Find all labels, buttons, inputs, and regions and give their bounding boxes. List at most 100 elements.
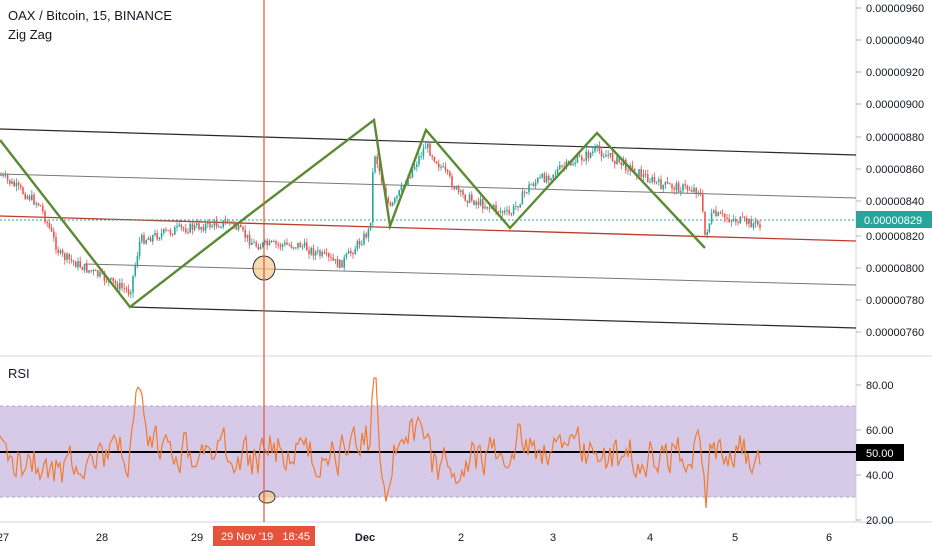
rsi-axis[interactable]: 80.00 60.00 40.00 20.00 — [856, 380, 894, 527]
candle-body — [702, 194, 704, 212]
candle-body — [31, 194, 33, 200]
candle-body — [691, 190, 693, 192]
time-tick-label: 27 — [0, 532, 9, 544]
candle-body — [730, 220, 733, 222]
candle-body — [466, 200, 469, 203]
candle-body — [497, 211, 499, 213]
candle-body — [332, 257, 334, 261]
candle-body — [94, 269, 97, 271]
candle-body — [721, 213, 724, 215]
candle-body — [651, 177, 653, 182]
candle-body — [222, 220, 224, 228]
time-axis[interactable]: 27 28 29 Dec 2 3 4 5 6 — [0, 532, 832, 544]
candle-body — [90, 270, 92, 272]
candle-body — [424, 147, 427, 149]
candle-body — [200, 227, 202, 230]
candle-body — [341, 260, 343, 268]
candle-body — [116, 283, 119, 290]
candle-body — [754, 220, 757, 224]
candle-body — [523, 191, 526, 193]
candle-body — [112, 277, 114, 282]
candle-body — [394, 198, 396, 203]
channel-mid-line[interactable] — [0, 173, 857, 199]
candle-body — [297, 242, 299, 248]
candle-body — [477, 201, 480, 205]
candle-body — [75, 261, 77, 268]
candle-body — [686, 185, 689, 190]
candle-body — [530, 184, 532, 186]
candle-body — [455, 185, 458, 190]
candle-body — [9, 179, 11, 184]
candle-body — [433, 156, 436, 162]
candle-body — [226, 221, 229, 224]
candle-body — [438, 163, 440, 168]
candle-body — [237, 224, 240, 230]
candle-body — [732, 219, 735, 221]
candle-body — [189, 223, 191, 233]
candle-body — [468, 194, 471, 203]
candle-body — [526, 192, 528, 194]
candle-body — [59, 250, 62, 253]
candle-body — [68, 253, 70, 260]
legend-symbol[interactable]: OAX / Bitcoin, 15, BINANCE — [8, 8, 173, 23]
candle-body — [572, 163, 574, 166]
candle-body — [345, 253, 348, 258]
candle-body — [88, 270, 90, 273]
candle-body — [273, 241, 275, 243]
candle-body — [270, 240, 273, 242]
current-price-label: 0.00000829 — [864, 215, 922, 227]
candle-body — [748, 219, 750, 224]
candle-body — [532, 184, 535, 186]
candle-body — [453, 187, 455, 190]
candle-body — [180, 224, 183, 228]
zigzag-line[interactable] — [0, 117, 706, 309]
candle-body — [677, 183, 680, 193]
candle-body — [684, 184, 686, 186]
candle-body — [323, 252, 326, 254]
candle-body — [83, 263, 86, 271]
candle-body — [416, 164, 418, 167]
candle-body — [105, 280, 108, 282]
candle-body — [565, 161, 568, 168]
candle-body — [259, 246, 262, 250]
candle-body — [550, 178, 552, 181]
candle-body — [515, 205, 517, 207]
candle-body — [512, 206, 515, 215]
candle-body — [451, 176, 453, 188]
candle-body — [152, 235, 154, 242]
price-tick-label: 0.00000960 — [866, 3, 924, 15]
candle-body — [680, 191, 682, 193]
candle-body — [616, 156, 618, 165]
candle-body — [596, 145, 598, 148]
candle-body — [253, 242, 255, 244]
price-tick-label: 0.00000880 — [866, 132, 924, 144]
legend-indicator[interactable]: Zig Zag — [8, 27, 53, 42]
candle-body — [301, 246, 304, 248]
candle-body — [592, 151, 594, 153]
candle-body — [724, 214, 726, 218]
candle-body — [70, 259, 73, 261]
candle-body — [191, 223, 194, 230]
candle-body — [277, 244, 279, 246]
rsi-line[interactable] — [0, 377, 761, 509]
candle-body — [429, 143, 431, 156]
candlestick-series[interactable] — [0, 140, 761, 299]
candle-body — [638, 169, 640, 177]
candle-body — [125, 288, 128, 290]
candle-body — [378, 164, 381, 171]
candle-body — [671, 184, 673, 189]
candle-body — [215, 220, 218, 227]
candle-body — [578, 155, 581, 157]
candle-body — [213, 220, 216, 226]
candle-body — [699, 192, 702, 195]
price-axis[interactable]: 0.00000960 0.00000940 0.00000920 0.00000900… — [856, 3, 924, 339]
candle-body — [603, 156, 605, 158]
channel-lower-line[interactable] — [129, 306, 857, 329]
legend-rsi[interactable]: RSI — [8, 366, 30, 381]
red-trendline[interactable] — [0, 215, 857, 242]
channel-lower-mid-line[interactable] — [84, 263, 857, 286]
candle-body — [717, 212, 719, 217]
candle-body — [365, 233, 367, 238]
candle-body — [460, 190, 462, 192]
